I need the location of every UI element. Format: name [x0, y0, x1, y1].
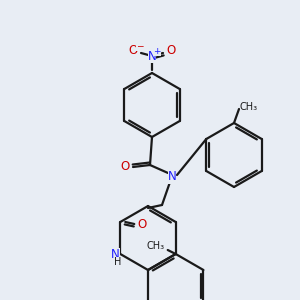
Text: N: N — [168, 170, 176, 184]
Text: CH₃: CH₃ — [240, 102, 258, 112]
Text: O: O — [167, 44, 176, 58]
Text: O: O — [128, 44, 138, 58]
Text: N: N — [111, 248, 120, 260]
Text: H: H — [114, 257, 121, 267]
Text: −: − — [136, 41, 144, 50]
Text: CH₃: CH₃ — [147, 241, 165, 251]
Text: +: + — [153, 46, 161, 56]
Text: N: N — [148, 50, 156, 62]
Text: O: O — [120, 160, 130, 173]
Text: O: O — [138, 218, 147, 230]
